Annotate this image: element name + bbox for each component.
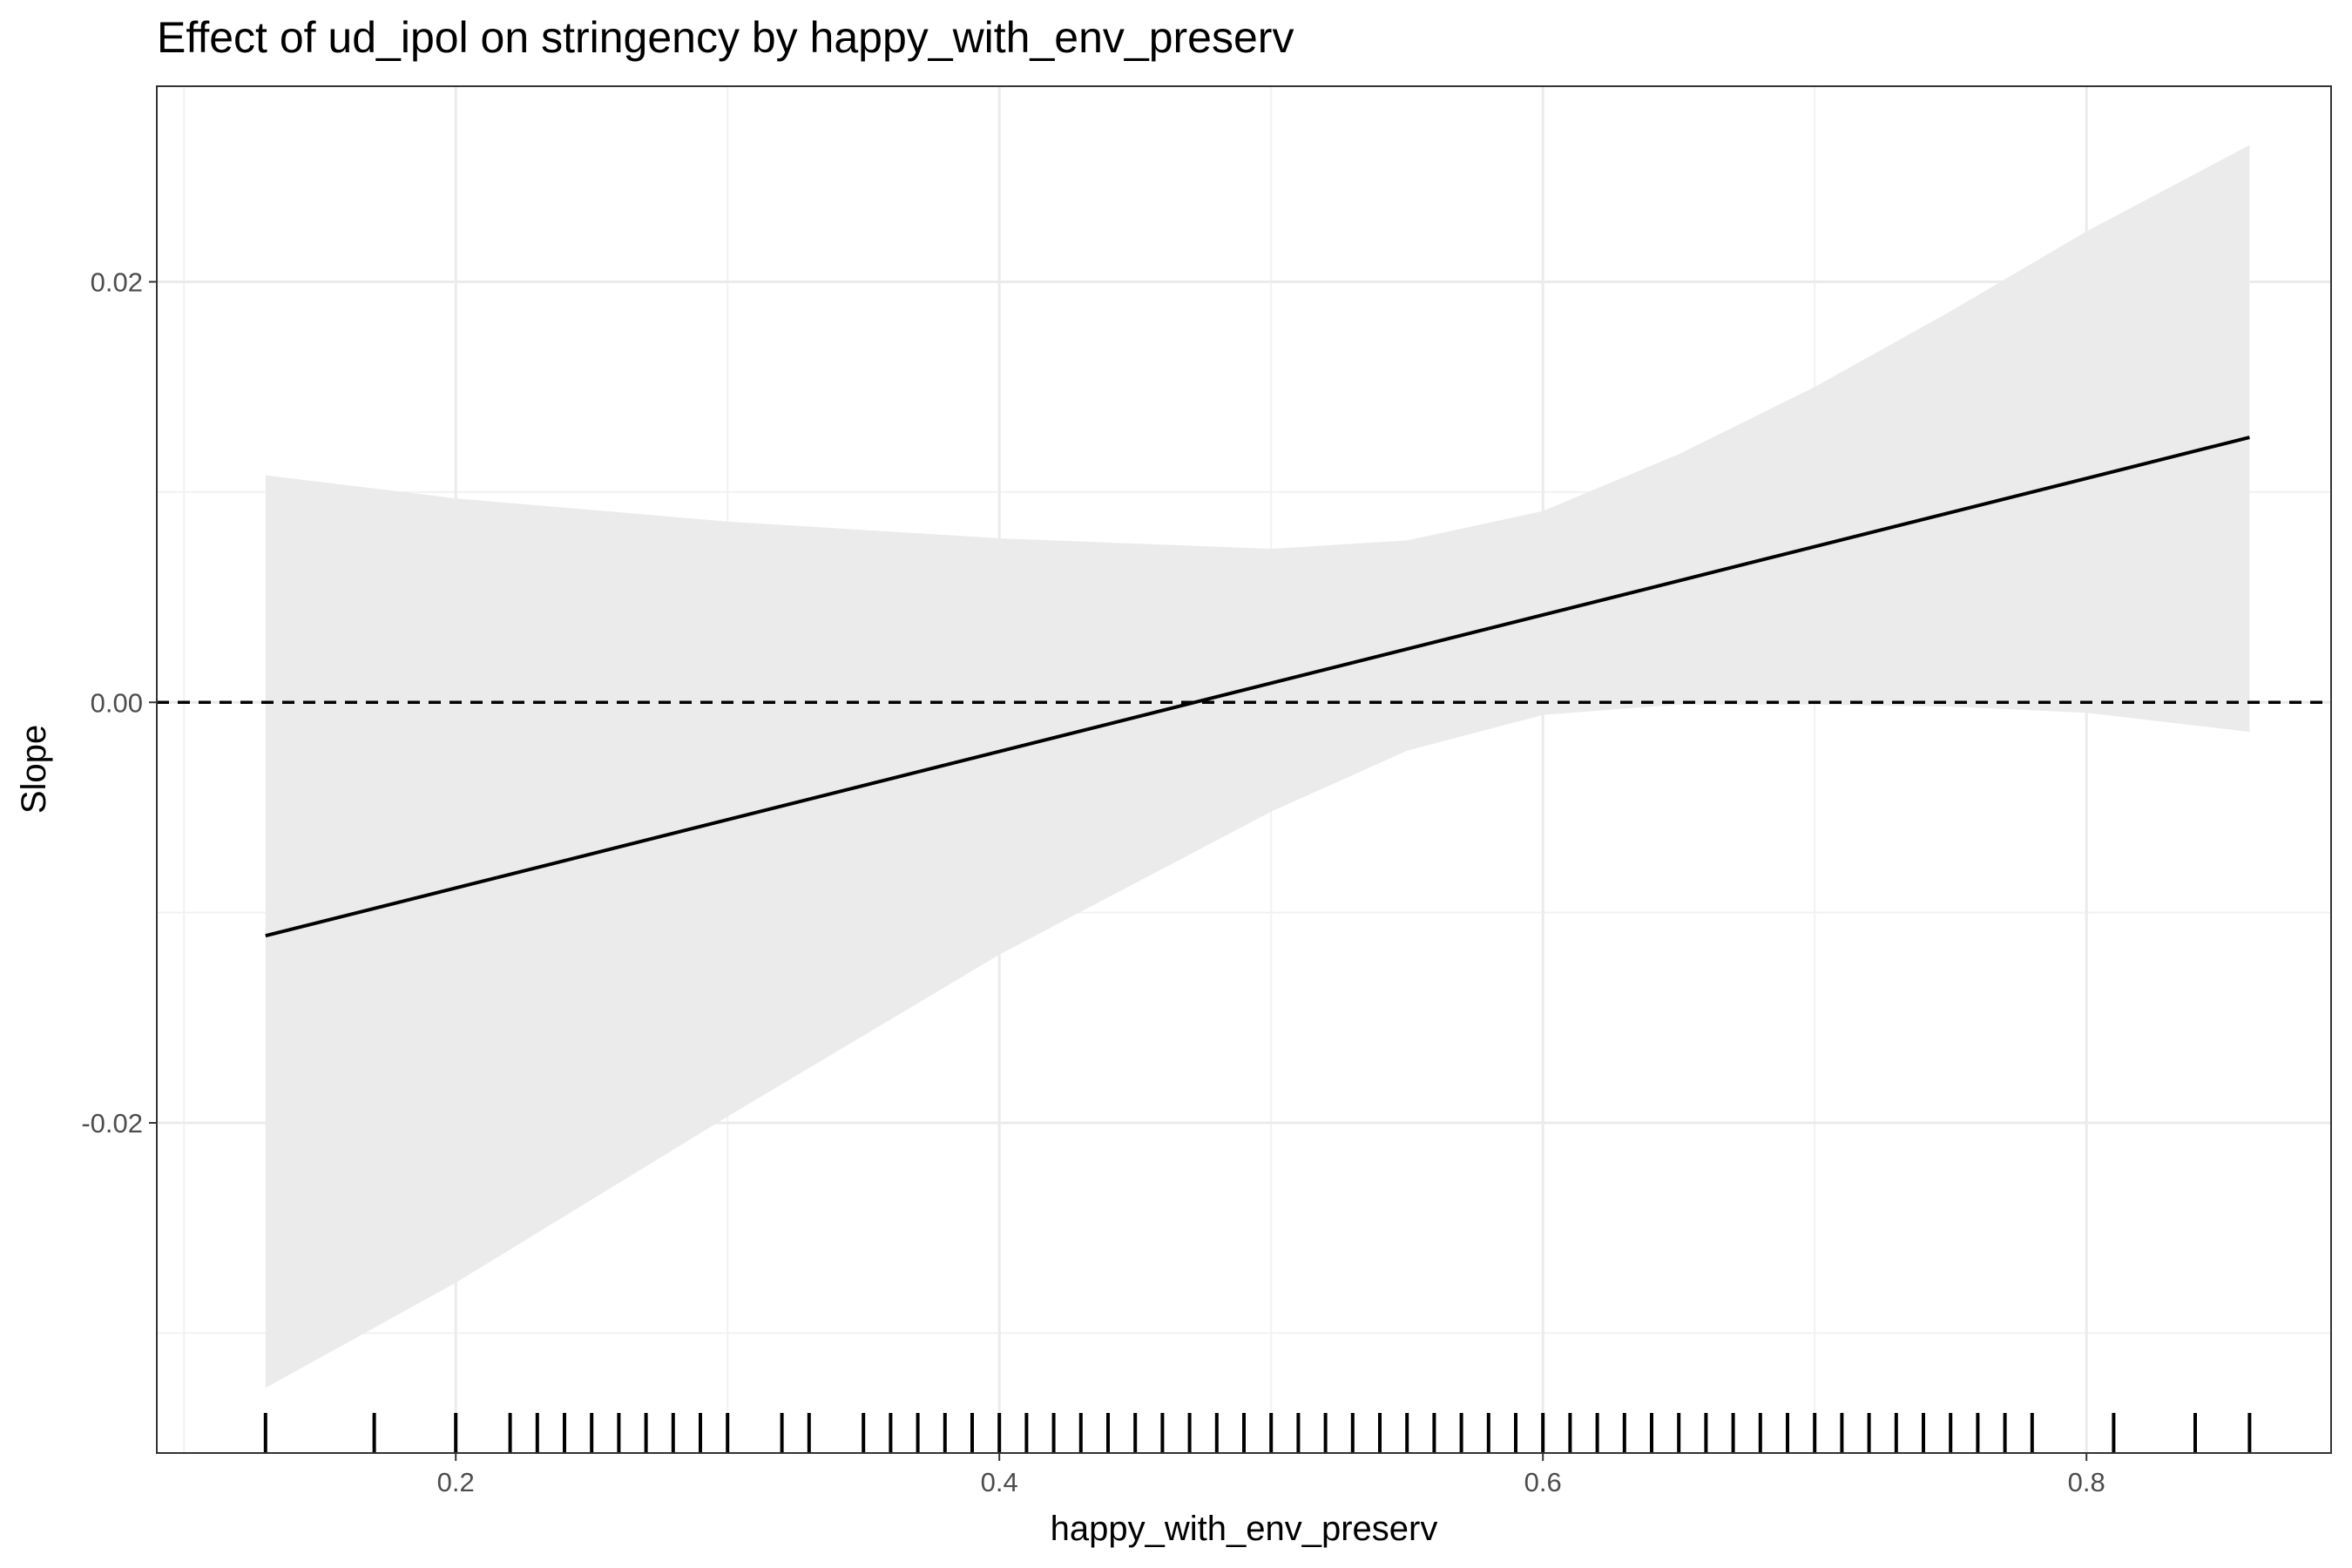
y-axis-title: Slope [15, 725, 53, 814]
y-tick-label: -0.02 [81, 1108, 143, 1139]
x-tick-label: 0.6 [1524, 1467, 1562, 1497]
x-axis-title: happy_with_env_preserv [1051, 1510, 1438, 1548]
slope-line [265, 436, 2250, 938]
x-tick-label: 0.8 [2068, 1467, 2105, 1497]
confidence-band-layer [265, 145, 2250, 1389]
confidence-band [265, 145, 2250, 1389]
chart-title: Effect of ud_ipol on stringency by happy… [157, 13, 1294, 62]
x-tick-label: 0.4 [981, 1467, 1018, 1497]
x-axis: 0.2 0.4 0.6 0.8 [437, 1453, 2105, 1497]
plot-border [156, 85, 2332, 1454]
y-tick-label: 0.02 [91, 267, 143, 297]
y-axis: -0.02 0.00 0.02 [81, 267, 157, 1139]
y-tick-label: 0.00 [91, 687, 143, 718]
series-layer [265, 436, 2250, 938]
x-tick-label: 0.2 [437, 1467, 475, 1497]
rug-layer [263, 1413, 2252, 1453]
